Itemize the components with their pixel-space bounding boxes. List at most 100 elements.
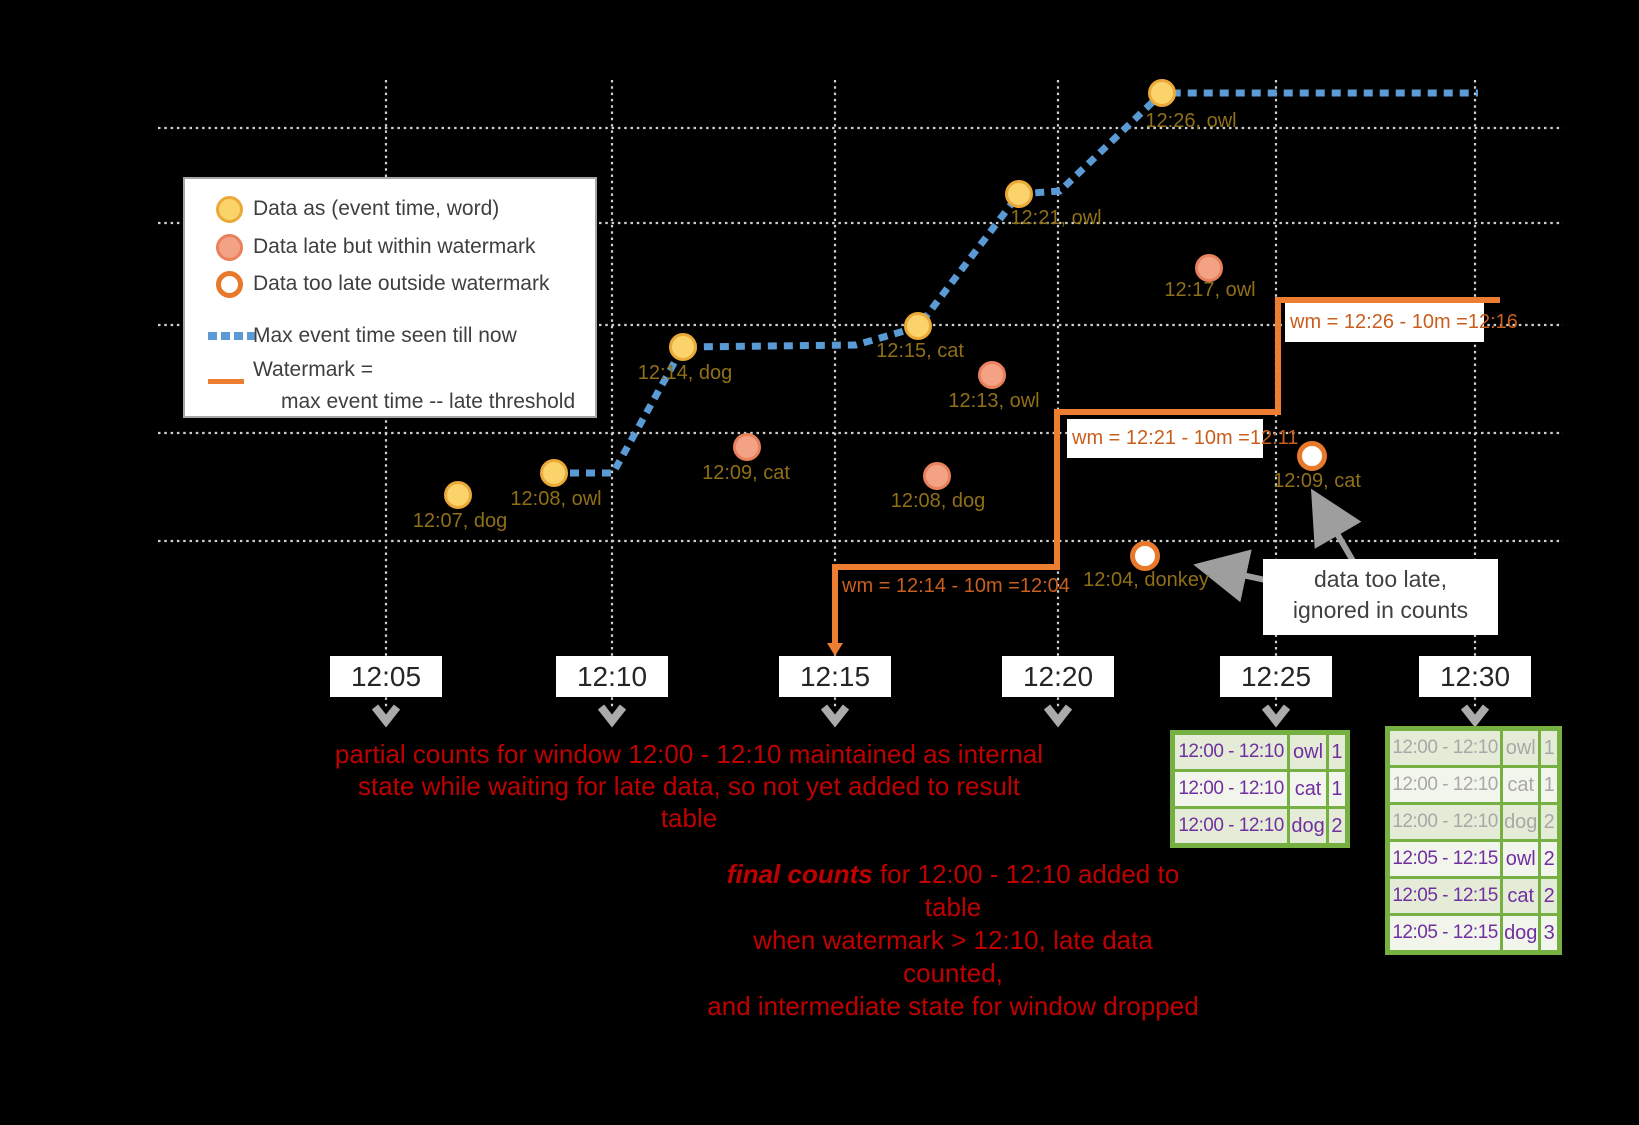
- data-point-on_time: [904, 312, 932, 340]
- data-point-on_time: [669, 333, 697, 361]
- table-cell-count: 2: [1541, 879, 1557, 913]
- table-row: 12:00 - 12:10 owl 1: [1175, 735, 1345, 769]
- table-row: 12:00 - 12:10 cat 1: [1175, 772, 1345, 806]
- down-arrow-icon: [371, 704, 401, 728]
- table-cell-word: dog: [1503, 805, 1539, 839]
- table-cell-count: 1: [1328, 772, 1345, 806]
- down-arrow-icon: [1460, 704, 1490, 728]
- table-cell-window: 12:00 - 12:10: [1175, 735, 1288, 769]
- data-point-label: 12:08, dog: [891, 490, 986, 512]
- table-cell-word: cat: [1503, 768, 1539, 802]
- data-point-too_late: [1297, 441, 1327, 471]
- table-cell-word: cat: [1503, 879, 1539, 913]
- legend-item-label: max event time -- late threshold: [281, 390, 576, 413]
- data-point-label: 12:17, owl: [1164, 279, 1255, 301]
- data-point-label: 12:15, cat: [876, 340, 964, 362]
- data-point-on_time: [1005, 180, 1033, 208]
- table-cell-window: 12:00 - 12:10: [1390, 731, 1501, 765]
- table-cell-count: 2: [1541, 842, 1557, 876]
- table-cell-window: 12:05 - 12:15: [1390, 879, 1501, 913]
- time-label-1210: 12:10: [556, 656, 668, 697]
- table-cell-word: cat: [1290, 772, 1326, 806]
- final-counts-note: final counts for 12:00 - 12:10 added to …: [700, 858, 1206, 1023]
- table-cell-word: dog: [1290, 809, 1326, 843]
- final-counts-line1-rest: for 12:00 - 12:10 added to table: [872, 859, 1180, 922]
- table-cell-count: 1: [1328, 735, 1345, 769]
- watermark-value-label: wm = 12:21 - 10m =12:11: [1067, 419, 1298, 458]
- result-table-12-30: 12:00 - 12:10 owl 1 12:00 - 12:10 cat 1 12:00 …: [1385, 726, 1562, 955]
- final-counts-line1: final counts for 12:00 - 12:10 added to …: [700, 858, 1206, 924]
- table-cell-window: 12:00 - 12:10: [1390, 768, 1501, 802]
- data-point-label: 12:14, dog: [638, 362, 733, 384]
- data-point-label: 12:09, cat: [702, 462, 790, 484]
- too-late-note: data too late, ignored in counts: [1263, 559, 1498, 635]
- data-point-label: 12:08, owl: [510, 488, 601, 510]
- table-row: 12:00 - 12:10 cat 1: [1390, 768, 1557, 802]
- data-point-label: 12:26, owl: [1145, 110, 1236, 132]
- partial-counts-line1: partial counts for window 12:00 - 12:10 …: [334, 739, 1044, 769]
- partial-counts-line2: state while waiting for late data, so no…: [358, 771, 1020, 833]
- down-arrow-icon: [597, 704, 627, 728]
- data-point-label: 12:21, owl: [1010, 207, 1101, 229]
- table-cell-window: 12:00 - 12:10: [1175, 772, 1288, 806]
- table-cell-window: 12:00 - 12:10: [1175, 809, 1288, 843]
- table-cell-count: 1: [1541, 768, 1557, 802]
- partial-counts-note: partial counts for window 12:00 - 12:10 …: [328, 738, 1050, 834]
- result-table-12-25: 12:00 - 12:10 owl 1 12:00 - 12:10 cat 1 12:00 …: [1170, 730, 1350, 848]
- data-point-label: 12:09, cat: [1273, 470, 1361, 492]
- too-late-note-line2: ignored in counts: [1292, 597, 1469, 623]
- blue-dash-icon: [207, 332, 256, 340]
- table-cell-word: owl: [1503, 731, 1539, 765]
- final-counts-emphasis: final counts: [726, 859, 873, 889]
- legend-item-label: Max event time seen till now: [253, 324, 517, 347]
- table-cell-count: 1: [1541, 731, 1557, 765]
- table-row: 12:00 - 12:10 dog 2: [1390, 805, 1557, 839]
- legend-item-label: Data late but within watermark: [253, 235, 536, 258]
- legend-item-label: Data too late outside watermark: [253, 272, 550, 295]
- watermark-line-tip: [827, 643, 843, 656]
- data-point-late: [978, 361, 1006, 389]
- data-point-label: 12:13, owl: [948, 390, 1039, 412]
- table-row: 12:00 - 12:10 dog 2: [1175, 809, 1345, 843]
- table-cell-word: owl: [1503, 842, 1539, 876]
- table-cell-window: 12:00 - 12:10: [1390, 805, 1501, 839]
- legend-item-label: Watermark =: [253, 358, 373, 381]
- data-point-on_time: [540, 459, 568, 487]
- max-event-time-line: [554, 89, 1478, 477]
- orange-line-icon: [208, 379, 244, 384]
- data-point-on_time: [444, 481, 472, 509]
- table-cell-count: 2: [1541, 805, 1557, 839]
- time-label-1225: 12:25: [1220, 656, 1332, 697]
- down-arrow-icon: [1043, 704, 1073, 728]
- late-dot-icon: [207, 233, 253, 261]
- ontime-dot-icon: [207, 195, 253, 223]
- table-row: 12:05 - 12:15 dog 3: [1390, 916, 1557, 950]
- data-point-label: 12:07, dog: [413, 510, 508, 532]
- table-cell-word: owl: [1290, 735, 1326, 769]
- time-label-1205: 12:05: [330, 656, 442, 697]
- table-cell-count: 2: [1328, 809, 1345, 843]
- too-late-note-line1: data too late,: [1314, 566, 1447, 592]
- watermark-line: [832, 297, 1500, 645]
- data-point-on_time: [1148, 79, 1176, 107]
- data-point-late: [733, 433, 761, 461]
- final-counts-line3: and intermediate state for window droppe…: [707, 991, 1199, 1021]
- toolate-ring-icon: [207, 270, 253, 298]
- table-cell-count: 3: [1541, 916, 1557, 950]
- data-point-late: [1195, 254, 1223, 282]
- table-cell-window: 12:05 - 12:15: [1390, 842, 1501, 876]
- time-label-1215: 12:15: [779, 656, 891, 697]
- legend-item-label: Data as (event time, word): [253, 197, 500, 220]
- table-cell-word: dog: [1503, 916, 1539, 950]
- watermark-value-label: wm = 12:14 - 10m =12:04: [842, 574, 1070, 597]
- table-cell-window: 12:05 - 12:15: [1390, 916, 1501, 950]
- down-arrow-icon: [820, 704, 850, 728]
- pointer-arrow: [1310, 488, 1362, 563]
- time-label-1220: 12:20: [1002, 656, 1114, 697]
- time-label-1230: 12:30: [1419, 656, 1531, 697]
- data-point-label: 12:04, donkey: [1083, 569, 1209, 591]
- watermark-value-label: wm = 12:26 - 10m =12:16: [1285, 303, 1518, 342]
- final-counts-line2: when watermark > 12:10, late data counte…: [753, 925, 1153, 988]
